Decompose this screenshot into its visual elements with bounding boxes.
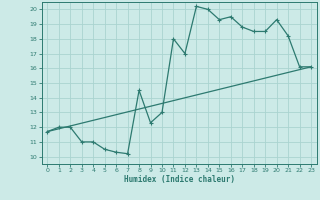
X-axis label: Humidex (Indice chaleur): Humidex (Indice chaleur)	[124, 175, 235, 184]
